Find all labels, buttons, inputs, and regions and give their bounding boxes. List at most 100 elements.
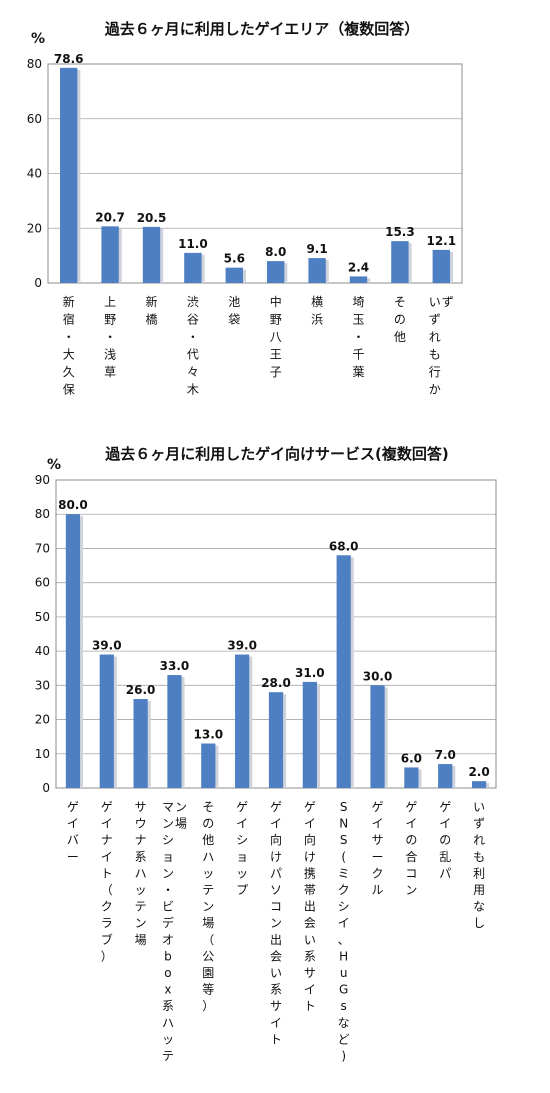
category-char: 利	[473, 866, 485, 880]
chart-title: 過去６ヶ月に利用したゲイ向けサービス(複数回答)	[104, 445, 448, 463]
category-char: ト	[101, 866, 113, 880]
category-char: も	[473, 850, 485, 864]
category-char: な	[338, 1016, 350, 1030]
y-unit-label: %	[31, 31, 45, 47]
category-char: い	[304, 933, 316, 947]
category-char: ル	[372, 883, 384, 897]
category-char: 袋	[228, 313, 240, 327]
category-char: イ	[67, 817, 79, 831]
category-label: 池袋	[228, 295, 240, 327]
category-char: o	[164, 966, 171, 980]
category-char: テ	[135, 900, 147, 914]
category-char: の	[439, 833, 451, 847]
category-char: ッ	[236, 866, 248, 880]
category-char: ）	[202, 999, 214, 1013]
category-char: い	[429, 295, 441, 309]
data-label: 11.0	[178, 237, 208, 251]
category-char: ン	[202, 900, 214, 914]
y-tick-label: 40	[35, 644, 50, 658]
category-char: コ	[270, 900, 282, 914]
category-char: テ	[202, 883, 214, 897]
bar	[99, 654, 114, 788]
category-char: 園	[202, 966, 214, 980]
category-char: 野	[104, 313, 116, 327]
category-char: ク	[338, 883, 350, 897]
category-char: 等	[202, 983, 214, 997]
category-char: 代	[187, 348, 199, 362]
bar	[268, 692, 284, 788]
category-char: G	[339, 983, 348, 997]
category-char: 携	[304, 865, 316, 880]
category-char: ッ	[135, 883, 147, 897]
category-char: 用	[473, 883, 485, 897]
category-char: ・	[63, 330, 75, 344]
data-label: 68.0	[329, 539, 359, 553]
category-char: 渋	[187, 295, 199, 309]
category-char: （	[202, 933, 214, 947]
category-char: 玉	[352, 313, 364, 327]
category-char: 葉	[352, 365, 364, 379]
y-tick-label: 90	[35, 473, 50, 487]
y-tick-label: 10	[35, 747, 50, 761]
category-char: ず	[442, 295, 454, 309]
category-char: N	[339, 817, 348, 831]
category-char: 他	[202, 833, 214, 847]
category-char: イ	[236, 817, 248, 831]
category-char: イ	[338, 916, 350, 930]
data-label: 15.3	[385, 225, 415, 239]
y-tick-label: 70	[35, 541, 50, 555]
category-char: イ	[439, 817, 451, 831]
category-char: か	[429, 383, 441, 397]
bar	[370, 685, 385, 788]
category-char: 向	[304, 832, 316, 847]
category-char: ハ	[135, 866, 147, 880]
category-char: ず	[473, 817, 485, 831]
category-char: イ	[270, 1016, 282, 1030]
category-char: け	[270, 850, 282, 864]
data-label: 30.0	[363, 669, 393, 683]
category-char: し	[473, 916, 485, 930]
category-char: ビ	[162, 900, 174, 914]
category-char: 橋	[145, 313, 157, 327]
category-char: 行	[429, 365, 441, 379]
category-char: ー	[372, 850, 384, 864]
y-tick-label: 0	[42, 781, 50, 795]
category-char: ン	[175, 800, 187, 814]
category-char: 保	[63, 383, 75, 397]
category-char: ト	[304, 999, 316, 1013]
category-char: 系	[162, 999, 174, 1013]
data-label: 39.0	[227, 639, 257, 653]
category-char: ど	[338, 1032, 350, 1046]
category-char: ョ	[162, 850, 174, 864]
category-char: ラ	[101, 916, 113, 930]
category-label: 渋谷・代々木	[187, 295, 199, 397]
category-char: サ	[304, 966, 316, 980]
chart-gay-services: 過去６ヶ月に利用したゲイ向けサービス(複数回答) % 0 10 20 30 40 50 60…	[35, 445, 497, 1063]
category-char: u	[340, 966, 348, 980]
category-char: オ	[162, 933, 174, 947]
category-char: ・	[352, 330, 364, 344]
category-char: シ	[236, 833, 248, 847]
category-char: パ	[270, 866, 282, 880]
category-char: 合	[405, 849, 417, 864]
category-char: 場	[175, 817, 187, 831]
category-char: ゲ	[236, 800, 248, 814]
bar	[302, 681, 317, 788]
category-char: 場	[202, 916, 214, 930]
data-label: 2.4	[348, 260, 369, 274]
category-char: 子	[270, 365, 282, 379]
data-label: 7.0	[435, 748, 456, 762]
category-char: s	[341, 999, 347, 1013]
bar	[167, 675, 182, 788]
category-char: 、	[338, 933, 350, 947]
category-char: テ	[162, 1049, 174, 1063]
data-label: 6.0	[401, 751, 422, 765]
